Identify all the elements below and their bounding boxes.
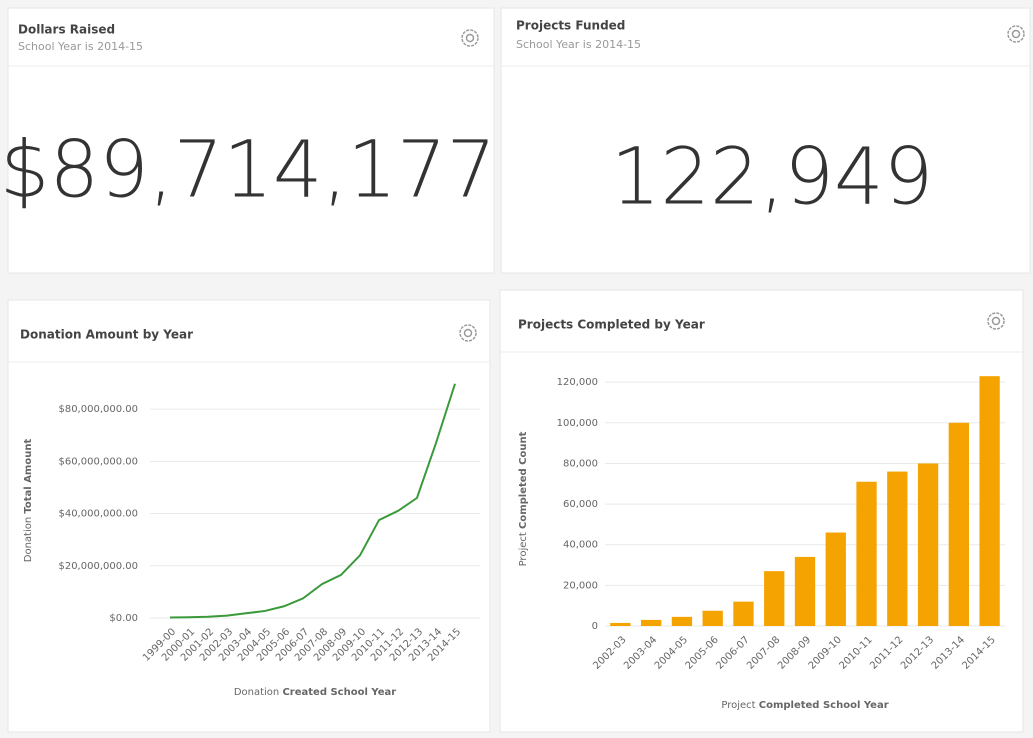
bar bbox=[794, 556, 816, 626]
axis-title-part: Total Amount bbox=[23, 439, 34, 514]
axis-title-part: Created School Year bbox=[282, 687, 396, 698]
kpi-value: 122,949 bbox=[611, 133, 934, 223]
gear-icon[interactable] bbox=[461, 29, 479, 47]
line bbox=[169, 383, 456, 619]
axis-title: Project Completed School Year bbox=[721, 700, 888, 711]
y-tick-label: $80,000,000.00 bbox=[58, 404, 138, 415]
bar bbox=[948, 422, 969, 626]
axis-title-part: Completed School Year bbox=[759, 700, 889, 711]
kpi-subtitle: School Year is 2014-15 bbox=[18, 40, 143, 53]
axis-title: Donation Total Amount bbox=[23, 439, 34, 563]
bar bbox=[764, 571, 785, 626]
y-tick-label: $0.00 bbox=[109, 613, 138, 624]
panel bbox=[7, 7, 495, 274]
bar bbox=[979, 376, 1000, 626]
chart-title: Projects Completed by Year bbox=[518, 318, 705, 332]
y-tick-label: $60,000,000.00 bbox=[58, 456, 138, 467]
axis-title: Project Completed Count bbox=[518, 431, 529, 566]
y-tick-label: 80,000 bbox=[563, 458, 598, 469]
bar bbox=[825, 532, 846, 626]
y-tick-label: 120,000 bbox=[557, 377, 598, 388]
bar bbox=[733, 601, 754, 626]
bar bbox=[641, 619, 662, 626]
y-tick-label: $40,000,000.00 bbox=[58, 509, 138, 520]
y-tick-label: $20,000,000.00 bbox=[58, 561, 138, 572]
kpi-subtitle: School Year is 2014-15 bbox=[516, 38, 641, 51]
y-tick-label: 0 bbox=[592, 621, 598, 632]
y-tick-label: 20,000 bbox=[563, 580, 598, 591]
axis-title-part: Donation bbox=[23, 517, 34, 562]
panel bbox=[499, 289, 1024, 733]
gear-icon[interactable] bbox=[459, 324, 477, 342]
kpi-title: Projects Funded bbox=[516, 19, 625, 33]
axis-title-part: Project bbox=[518, 532, 529, 566]
y-tick-label: 100,000 bbox=[557, 418, 598, 429]
axis-title-part: Donation bbox=[234, 687, 279, 698]
gear-icon[interactable] bbox=[987, 312, 1005, 330]
y-tick-label: 40,000 bbox=[563, 540, 598, 551]
bar bbox=[610, 622, 631, 626]
bar bbox=[671, 616, 693, 626]
axis-title-part: Project bbox=[721, 700, 755, 711]
panel bbox=[7, 299, 491, 733]
kpi-value: $89,714,177 bbox=[0, 126, 496, 216]
axis-title: Donation Created School Year bbox=[234, 687, 396, 698]
axis-title-part: Completed Count bbox=[518, 431, 529, 529]
gear-icon[interactable] bbox=[1007, 25, 1025, 43]
kpi-title: Dollars Raised bbox=[18, 23, 115, 37]
bar bbox=[702, 610, 723, 626]
bar bbox=[917, 463, 939, 626]
y-tick-label: 60,000 bbox=[563, 499, 598, 510]
panel bbox=[500, 7, 1031, 274]
chart-title: Donation Amount by Year bbox=[20, 328, 193, 342]
bar bbox=[887, 471, 908, 626]
bar bbox=[856, 481, 877, 626]
